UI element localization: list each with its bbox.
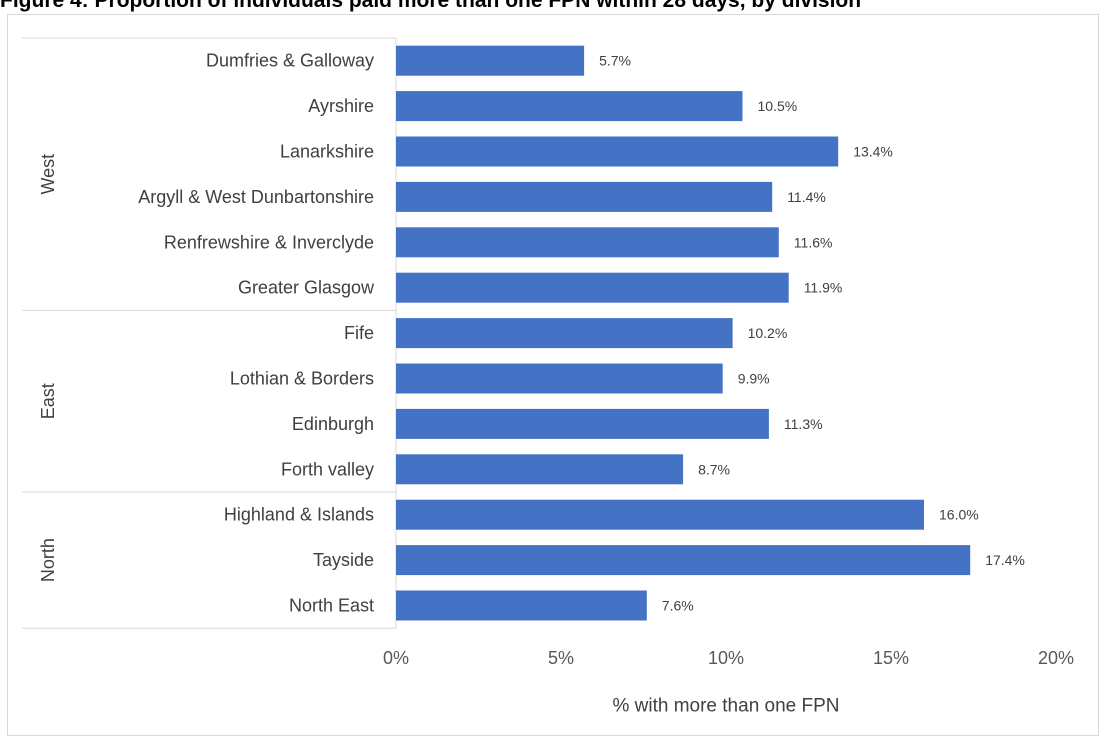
bar-lothian-borders [396, 363, 723, 394]
category-label-ayrshire: Ayrshire [308, 96, 374, 116]
category-label-tayside: Tayside [313, 550, 374, 570]
bar-fife [396, 318, 733, 349]
data-label-renfrewshire-inverclyde: 11.6% [794, 234, 833, 250]
bar-dumfries-galloway [396, 45, 585, 76]
x-tick-label: 0% [383, 648, 409, 668]
chart-title: Figure 4: Proportion of individuals paid… [0, 0, 862, 12]
bar-forth-valley [396, 454, 684, 485]
data-label-argyll-west-dunbartonshire: 11.4% [787, 189, 826, 205]
x-tick-label: 15% [873, 648, 909, 668]
bar-north-east [396, 590, 647, 621]
category-label-greater-glasgow: Greater Glasgow [238, 278, 375, 298]
x-tick-label: 10% [708, 648, 744, 668]
category-label-lanarkshire: Lanarkshire [280, 142, 374, 162]
bar-argyll-west-dunbartonshire [396, 181, 773, 212]
x-tick-label: 5% [548, 648, 574, 668]
data-label-greater-glasgow: 11.9% [804, 280, 843, 296]
data-label-lanarkshire: 13.4% [853, 144, 893, 160]
data-label-north-east: 7.6% [662, 598, 694, 614]
bar-edinburgh [396, 408, 769, 439]
chart-frame [7, 14, 1099, 736]
group-label-west: West [38, 154, 58, 195]
bar-lanarkshire [396, 136, 839, 167]
category-label-fife: Fife [344, 323, 374, 343]
category-label-north-east: North East [289, 596, 374, 616]
bar-ayrshire [396, 91, 743, 122]
data-label-ayrshire: 10.5% [758, 98, 798, 114]
category-label-renfrewshire-inverclyde: Renfrewshire & Inverclyde [164, 232, 374, 252]
bar-highland-islands [396, 499, 924, 530]
category-label-argyll-west-dunbartonshire: Argyll & West Dunbartonshire [138, 187, 374, 207]
data-label-fife: 10.2% [748, 325, 788, 341]
group-label-east: East [38, 383, 58, 419]
bar-tayside [396, 545, 971, 576]
data-label-forth-valley: 8.7% [698, 461, 730, 477]
data-label-dumfries-galloway: 5.7% [599, 53, 631, 69]
group-label-north: North [38, 538, 58, 582]
bar-greater-glasgow [396, 272, 789, 303]
category-label-forth-valley: Forth valley [281, 459, 374, 479]
category-label-lothian-borders: Lothian & Borders [230, 369, 374, 389]
category-label-edinburgh: Edinburgh [292, 414, 374, 434]
x-axis-title: % with more than one FPN [612, 696, 839, 717]
data-label-edinburgh: 11.3% [784, 416, 823, 432]
category-label-highland-islands: Highland & Islands [224, 505, 374, 525]
data-label-tayside: 17.4% [985, 552, 1025, 568]
bar-renfrewshire-inverclyde [396, 227, 779, 258]
data-label-highland-islands: 16.0% [939, 507, 979, 523]
data-label-lothian-borders: 9.9% [738, 371, 770, 387]
x-tick-label: 20% [1038, 648, 1074, 668]
category-label-dumfries-galloway: Dumfries & Galloway [206, 51, 374, 71]
